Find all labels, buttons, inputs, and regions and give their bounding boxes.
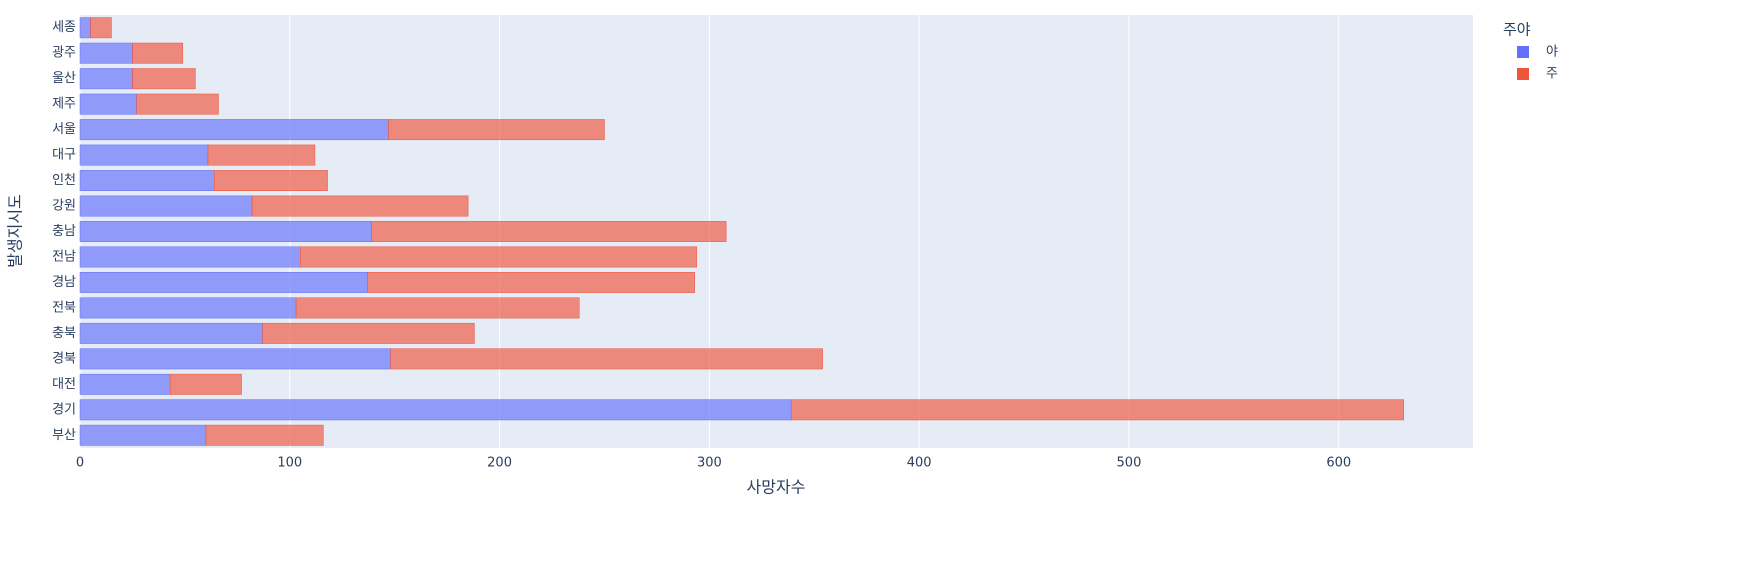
bar-segment xyxy=(79,297,297,319)
bar-segment xyxy=(79,399,792,421)
bar-segment xyxy=(262,322,475,344)
y-tick-label: 경기 xyxy=(52,402,76,417)
x-tick-label: 200 xyxy=(487,456,512,471)
y-axis-title: 발생지시도 xyxy=(6,194,25,268)
legend-label: 야 xyxy=(1546,45,1558,60)
x-tick-label: 100 xyxy=(277,456,302,471)
y-tick-label: 제주 xyxy=(52,97,76,112)
x-tick-label: 0 xyxy=(76,456,84,471)
bar-segment xyxy=(79,424,207,446)
bar-segment xyxy=(90,17,112,39)
y-tick-label: 전남 xyxy=(52,249,76,264)
y-tick-label: 경북 xyxy=(52,351,76,366)
bar-segment xyxy=(300,246,698,268)
bar-segment xyxy=(132,42,184,64)
bar-segment xyxy=(388,119,605,141)
bar-segment xyxy=(214,170,328,191)
y-tick-label: 경남 xyxy=(52,275,76,290)
bar-segment xyxy=(79,42,133,64)
bar-segment xyxy=(79,195,253,217)
bar-segment xyxy=(79,93,137,115)
y-tick-label: 대전 xyxy=(52,377,76,392)
bar-segment xyxy=(79,348,391,370)
y-tick-label: 대구 xyxy=(52,148,76,163)
bar-segment xyxy=(169,373,242,395)
y-tick-label: 충북 xyxy=(52,326,76,341)
y-tick-label: 충남 xyxy=(52,224,76,239)
legend-label: 주 xyxy=(1546,67,1558,82)
bar-segment xyxy=(79,322,263,344)
bar-segment xyxy=(79,119,389,141)
bar-segment xyxy=(79,170,215,191)
bar-segment xyxy=(207,144,316,166)
bar-segment xyxy=(79,144,209,166)
y-tick-label: 전북 xyxy=(52,300,76,315)
x-tick-label: 400 xyxy=(907,456,932,471)
bar-segment xyxy=(132,68,196,90)
bar-segment xyxy=(251,195,469,217)
bar-segment xyxy=(136,93,219,115)
y-tick-label: 인천 xyxy=(52,173,76,188)
y-tick-label: 부산 xyxy=(52,428,76,443)
x-tick-label: 600 xyxy=(1326,456,1351,471)
y-tick-label: 강원 xyxy=(52,199,76,214)
y-tick-label: 세종 xyxy=(52,20,76,35)
x-tick-label: 300 xyxy=(697,456,722,471)
bar-segment xyxy=(79,17,91,39)
bar-segment xyxy=(79,272,368,293)
bar-segment xyxy=(367,272,695,293)
bar-segment xyxy=(79,68,133,90)
bar-segment xyxy=(371,221,727,242)
bar-segment xyxy=(790,399,1405,421)
legend-title: 주야 xyxy=(1503,21,1531,39)
legend-swatch xyxy=(1517,68,1529,80)
y-tick-label: 서울 xyxy=(52,122,76,137)
bar-segment xyxy=(390,348,823,370)
x-axis-title: 사망자수 xyxy=(747,478,806,497)
y-tick-label: 광주 xyxy=(52,46,76,61)
y-tick-label: 울산 xyxy=(52,71,76,86)
bar-segment xyxy=(295,297,580,319)
legend-swatch xyxy=(1517,46,1529,58)
x-tick-label: 500 xyxy=(1117,456,1142,471)
bar-segment xyxy=(79,221,372,242)
bar-segment xyxy=(79,246,301,268)
bar-segment xyxy=(79,373,171,395)
bar-segment xyxy=(205,424,324,446)
